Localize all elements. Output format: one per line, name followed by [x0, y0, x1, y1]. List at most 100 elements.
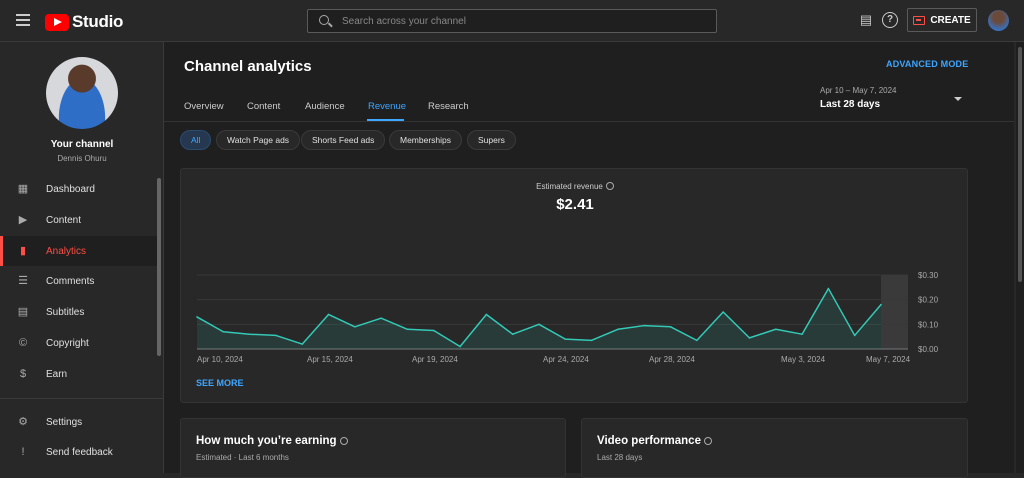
sidebar-item-label: Dashboard: [46, 183, 95, 195]
filter-chip-shorts-feed-ads[interactable]: Shorts Feed ads: [301, 130, 386, 150]
sidebar-item-earn[interactable]: $ Earn: [0, 359, 157, 389]
channel-name: Dennis Ohuru: [57, 154, 107, 163]
sidebar-item-label: Copyright: [46, 337, 89, 349]
create-button[interactable]: CREATE: [907, 8, 977, 32]
sidebar-item-analytics[interactable]: ▮ Analytics: [0, 236, 157, 266]
date-label[interactable]: Last 28 days: [820, 99, 881, 110]
account-avatar[interactable]: [988, 10, 1009, 31]
sidebar-item-send-feedback[interactable]: ! Send feedback: [0, 437, 157, 467]
data-point: [696, 339, 698, 342]
data-point: [406, 328, 409, 331]
data-point: [827, 287, 830, 290]
sidebar-item-dashboard[interactable]: ▦ Dashboard: [0, 174, 157, 204]
sidebar-item-comments[interactable]: ☰ Comments: [0, 266, 157, 296]
advanced-mode-button[interactable]: ADVANCED MODE: [886, 59, 969, 69]
card-subtitle: Estimated · Last 6 months: [196, 453, 289, 462]
filter-chip-watch-page-ads[interactable]: Watch Page ads: [216, 130, 301, 150]
y-tick-label: $0.00: [918, 345, 939, 354]
data-point: [853, 334, 856, 337]
x-tick-label: Apr 15, 2024: [307, 355, 353, 364]
revenue-chart[interactable]: $0.00 $0.10 $0.20 $0.30 Apr 10, 2024 Apr 15, …: [181, 169, 969, 404]
tab-research[interactable]: Research: [428, 101, 469, 112]
feedback-icon[interactable]: ▤: [859, 12, 873, 27]
content-icon: ▶: [18, 214, 28, 226]
sidebar-item-settings[interactable]: ⚙ Settings: [0, 407, 157, 437]
channel-title: Your channel: [50, 139, 114, 150]
search-icon: [319, 15, 329, 25]
metric-value: $2.41: [556, 196, 594, 213]
data-point: [669, 326, 672, 328]
sidebar-scrollbar[interactable]: [157, 178, 161, 356]
channel-avatar[interactable]: [46, 57, 118, 129]
revenue-area: [197, 288, 881, 349]
sidebar-item-subtitles[interactable]: ▤ Subtitles: [0, 297, 157, 327]
dashboard-icon: ▦: [17, 183, 29, 195]
data-point: [774, 328, 777, 331]
filter-chip-all[interactable]: All: [180, 130, 212, 150]
search-bar[interactable]: [307, 9, 717, 33]
logo-text: Studio: [72, 12, 124, 31]
sidebar-item-label: Analytics: [46, 245, 87, 257]
youtube-logo-icon: [45, 13, 69, 31]
y-tick-label: $0.30: [918, 271, 939, 280]
data-point: [617, 328, 619, 331]
sidebar-divider: [0, 398, 163, 399]
x-tick-label: Apr 28, 2024: [649, 355, 695, 364]
video-performance-card[interactable]: Video performance Last 28 days: [581, 418, 968, 478]
filter-chip-memberships[interactable]: Memberships: [389, 130, 463, 150]
search-input[interactable]: [342, 10, 702, 32]
filter-chip-supers[interactable]: Supers: [467, 130, 516, 150]
tab-revenue[interactable]: Revenue: [368, 101, 407, 112]
card-subtitle: Last 28 days: [597, 453, 643, 462]
earning-card[interactable]: How much you’re earning Estimated · Last…: [180, 418, 566, 478]
page-title: Channel analytics: [184, 58, 312, 75]
data-point: [564, 338, 567, 340]
card-title-text: Video performance: [597, 435, 701, 447]
clock-icon[interactable]: [339, 437, 348, 445]
tab-audience[interactable]: Audience: [305, 101, 345, 112]
x-tick-label: May 7, 2024: [866, 355, 911, 364]
sidebar-item-label: Earn: [46, 368, 68, 380]
chevron-down-icon[interactable]: [954, 97, 962, 101]
data-point: [538, 323, 540, 326]
metric-label: Estimated revenue: [181, 182, 969, 191]
tab-content[interactable]: Content: [247, 101, 281, 112]
data-point: [301, 343, 304, 345]
card-title: How much you’re earning: [196, 435, 348, 447]
data-point: [643, 324, 646, 327]
x-tick-label: May 3, 2024: [781, 355, 826, 364]
sidebar-item-copyright[interactable]: © Copyright: [0, 328, 157, 358]
sidebar-item-label: Settings: [46, 416, 83, 428]
sidebar: Your channel Dennis Ohuru ▦ Dashboard ▶ Con…: [0, 42, 164, 473]
studio-logo[interactable]: Studio: [45, 12, 123, 32]
data-point: [880, 303, 882, 306]
tab-overview[interactable]: Overview: [184, 101, 224, 112]
revenue-chart-card: Estimated revenue $2.41 $0.00 $0.10 $0.20 $…: [180, 168, 968, 403]
page-scrollbar-thumb[interactable]: [1018, 47, 1022, 282]
subtitles-icon: ▤: [17, 306, 29, 318]
page-scrollbar[interactable]: [1016, 42, 1024, 473]
create-label: CREATE: [930, 14, 971, 26]
current-period-highlight: [881, 275, 908, 349]
clock-icon[interactable]: [605, 182, 614, 190]
comments-icon: ☰: [18, 275, 28, 287]
card-title-text: How much you’re earning: [196, 435, 337, 447]
data-point: [748, 337, 751, 339]
active-tab-indicator: [367, 119, 404, 121]
sidebar-item-content[interactable]: ▶ Content: [0, 205, 157, 235]
see-more-link[interactable]: SEE MORE: [196, 378, 244, 388]
sidebar-item-label: Comments: [46, 275, 95, 287]
earn-icon: $: [19, 368, 27, 380]
clock-icon[interactable]: [703, 437, 712, 445]
y-tick-label: $0.20: [918, 296, 939, 305]
top-bar: Studio ▤ ? CREATE: [0, 0, 1024, 42]
analytics-icon: ▮: [19, 245, 27, 257]
data-point: [722, 311, 724, 313]
date-range[interactable]: Apr 10 – May 7, 2024: [820, 86, 897, 95]
data-point: [354, 326, 356, 328]
x-tick-label: Apr 10, 2024: [197, 355, 243, 364]
data-point: [432, 329, 435, 332]
help-icon[interactable]: ?: [882, 12, 898, 28]
menu-icon[interactable]: [16, 14, 30, 26]
data-point: [196, 316, 198, 318]
